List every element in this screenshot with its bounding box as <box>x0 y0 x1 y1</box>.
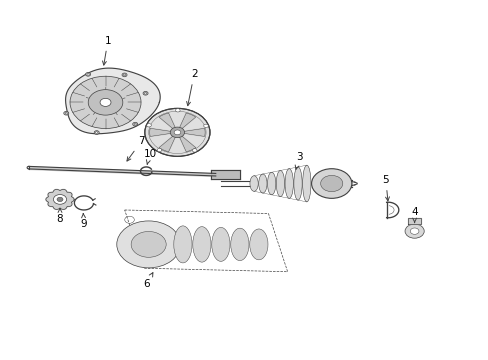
Circle shape <box>409 228 418 234</box>
Ellipse shape <box>173 226 192 263</box>
Circle shape <box>122 73 127 77</box>
Polygon shape <box>407 218 421 224</box>
Circle shape <box>170 127 184 138</box>
Text: 2: 2 <box>186 69 197 105</box>
Circle shape <box>85 72 90 76</box>
Circle shape <box>70 76 141 129</box>
Circle shape <box>53 194 66 204</box>
Ellipse shape <box>192 227 211 262</box>
Circle shape <box>174 130 180 135</box>
Text: 8: 8 <box>57 208 63 224</box>
Ellipse shape <box>267 172 275 195</box>
Circle shape <box>100 98 111 107</box>
Ellipse shape <box>211 228 229 261</box>
Circle shape <box>157 148 162 152</box>
Circle shape <box>57 197 63 202</box>
Circle shape <box>65 112 67 114</box>
Circle shape <box>192 149 197 152</box>
Circle shape <box>94 131 99 134</box>
Circle shape <box>87 73 89 75</box>
Polygon shape <box>177 128 204 136</box>
Ellipse shape <box>293 167 302 200</box>
Circle shape <box>144 93 146 94</box>
Polygon shape <box>177 132 195 152</box>
Text: 9: 9 <box>81 213 87 229</box>
Circle shape <box>95 132 98 133</box>
Ellipse shape <box>230 228 248 261</box>
Circle shape <box>143 91 148 95</box>
Ellipse shape <box>249 229 267 260</box>
Circle shape <box>175 109 180 112</box>
Circle shape <box>123 74 125 76</box>
Polygon shape <box>159 132 177 152</box>
Text: 5: 5 <box>382 175 388 201</box>
Text: 6: 6 <box>142 273 153 289</box>
Text: 7: 7 <box>127 136 144 161</box>
Polygon shape <box>177 113 195 132</box>
Text: 3: 3 <box>295 152 302 169</box>
Circle shape <box>144 108 209 156</box>
Circle shape <box>132 122 138 126</box>
Ellipse shape <box>276 171 284 197</box>
Ellipse shape <box>285 169 293 198</box>
Circle shape <box>311 169 351 198</box>
Ellipse shape <box>249 176 258 191</box>
Circle shape <box>320 175 342 192</box>
Polygon shape <box>149 128 177 136</box>
Circle shape <box>131 231 166 257</box>
Polygon shape <box>159 113 177 132</box>
Ellipse shape <box>258 174 266 193</box>
Circle shape <box>63 111 69 115</box>
Text: 4: 4 <box>410 207 417 222</box>
Circle shape <box>203 124 208 127</box>
Circle shape <box>146 123 151 127</box>
Circle shape <box>134 123 136 125</box>
Ellipse shape <box>302 165 310 202</box>
Circle shape <box>404 224 424 238</box>
Polygon shape <box>65 68 160 134</box>
Polygon shape <box>46 189 74 210</box>
Circle shape <box>117 221 180 268</box>
Circle shape <box>88 90 122 115</box>
Text: 10: 10 <box>143 149 156 164</box>
Text: 1: 1 <box>102 36 111 65</box>
